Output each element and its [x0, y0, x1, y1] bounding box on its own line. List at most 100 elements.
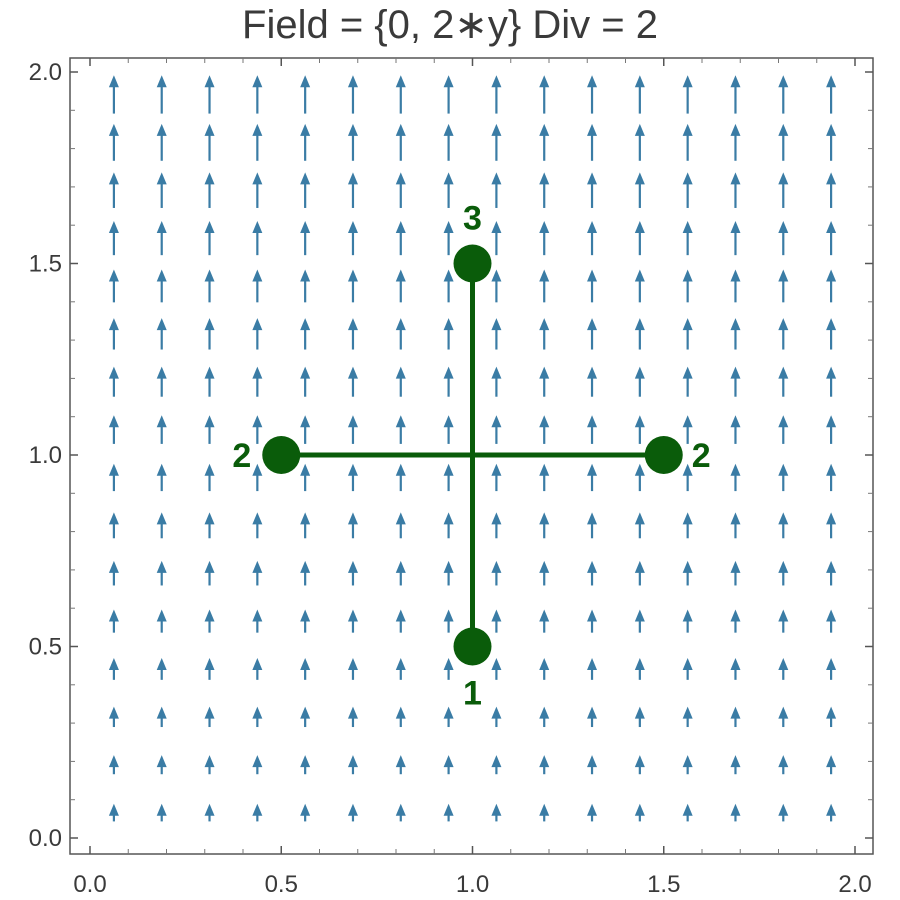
field-arrow-head	[826, 75, 837, 88]
field-arrow	[300, 269, 311, 303]
field-arrow	[156, 609, 167, 633]
field-arrow	[347, 706, 358, 728]
field-arrow-head	[204, 415, 215, 428]
point-label: 3	[463, 200, 482, 238]
field-arrow	[730, 318, 741, 350]
field-arrow	[587, 803, 598, 822]
field-arrow-head	[108, 512, 119, 525]
field-arrow	[252, 706, 263, 728]
field-arrow	[826, 609, 837, 633]
field-arrow-head	[634, 123, 645, 136]
field-arrow-head	[108, 366, 119, 379]
field-arrow-head	[730, 512, 741, 525]
field-arrow	[682, 463, 693, 492]
x-tick-label: 1.0	[456, 871, 489, 898]
field-arrow	[395, 172, 406, 208]
field-arrow	[252, 755, 263, 775]
field-arrow-head	[682, 269, 693, 282]
point-label: 2	[232, 437, 251, 475]
field-arrow	[156, 512, 167, 539]
field-arrow	[826, 172, 837, 208]
field-arrow-head	[587, 609, 598, 622]
field-arrow	[491, 75, 502, 114]
field-arrow	[634, 560, 645, 586]
field-arrow-head	[204, 366, 215, 379]
field-arrow	[156, 755, 167, 775]
field-arrow-head	[587, 463, 598, 476]
field-arrow-head	[300, 220, 311, 233]
field-arrow-head	[491, 75, 502, 88]
field-arrow	[252, 172, 263, 208]
field-arrow	[443, 123, 454, 161]
field-arrow	[204, 75, 215, 114]
field-arrow-head	[252, 318, 263, 331]
field-arrow-head	[252, 706, 263, 719]
field-arrow-head	[682, 318, 693, 331]
field-arrow-head	[539, 318, 550, 331]
field-arrow-head	[587, 318, 598, 331]
field-arrow-head	[634, 803, 645, 816]
y-tick-label: 0.5	[29, 634, 62, 661]
field-arrow-head	[682, 172, 693, 185]
field-arrow	[108, 269, 119, 303]
field-arrow-head	[395, 609, 406, 622]
x-tick-label: 0.5	[265, 871, 298, 898]
field-arrow-head	[443, 366, 454, 379]
field-arrow-head	[491, 172, 502, 185]
field-arrow	[443, 269, 454, 303]
field-arrow	[634, 415, 645, 444]
field-arrow-head	[300, 415, 311, 428]
field-arrow-head	[204, 172, 215, 185]
field-arrow	[682, 123, 693, 161]
field-arrow	[730, 463, 741, 492]
field-arrow	[108, 803, 119, 822]
field-arrow-head	[204, 803, 215, 816]
field-arrow-head	[300, 75, 311, 88]
field-arrow	[108, 658, 119, 680]
chart-title: Field = {0, 2∗y} Div = 2	[242, 3, 658, 47]
field-arrow	[108, 755, 119, 775]
plot-frame	[69, 57, 874, 855]
field-arrow-head	[300, 269, 311, 282]
field-arrow-head	[491, 318, 502, 331]
field-arrow	[395, 366, 406, 397]
field-arrow-head	[252, 366, 263, 379]
field-arrow-head	[634, 560, 645, 573]
field-arrow	[826, 415, 837, 444]
field-arrow	[634, 220, 645, 256]
field-arrow	[587, 318, 598, 350]
field-arrow	[443, 318, 454, 350]
field-arrow-head	[539, 803, 550, 816]
field-arrow	[826, 366, 837, 397]
field-arrow-head	[108, 560, 119, 573]
field-arrow	[587, 269, 598, 303]
field-arrow-head	[730, 269, 741, 282]
field-arrow	[395, 803, 406, 822]
field-arrow	[156, 706, 167, 728]
field-arrow-head	[156, 803, 167, 816]
path-layer: 1 3 2 2	[232, 200, 710, 713]
field-arrow-head	[778, 318, 789, 331]
field-arrow-head	[778, 415, 789, 428]
field-arrow-head	[491, 560, 502, 573]
ticks-layer: 0.0 0.5 1.0 1.5 2.0 0.0 0.5 1.0 1.5 2.0	[29, 58, 873, 898]
field-arrow	[539, 658, 550, 680]
field-arrow	[826, 658, 837, 680]
y-tick-label: 2.0	[29, 59, 62, 86]
field-arrow	[682, 75, 693, 114]
field-arrow	[539, 560, 550, 586]
field-arrow-head	[443, 512, 454, 525]
field-arrow	[730, 172, 741, 208]
field-arrow-head	[395, 220, 406, 233]
field-arrow	[108, 172, 119, 208]
field-arrow-head	[491, 269, 502, 282]
field-arrow	[108, 220, 119, 256]
field-arrow-head	[156, 75, 167, 88]
field-arrow-head	[539, 269, 550, 282]
field-arrow-head	[395, 755, 406, 768]
field-arrow-head	[730, 803, 741, 816]
field-arrow-head	[108, 75, 119, 88]
field-arrow	[539, 366, 550, 397]
field-arrow-head	[778, 220, 789, 233]
field-arrow-head	[347, 318, 358, 331]
